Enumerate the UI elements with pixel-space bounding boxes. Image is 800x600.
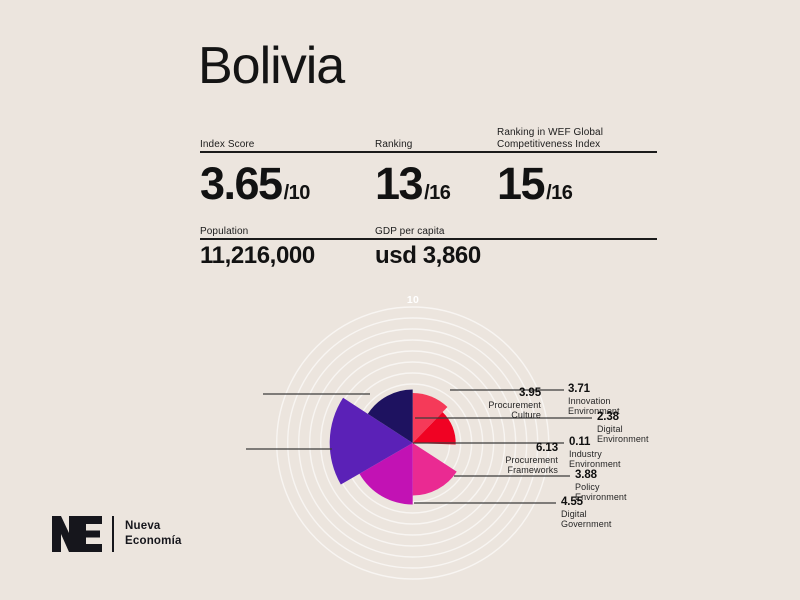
stat-value: 3.65 /10 [200,158,310,210]
wedge-name-line: Digital [597,423,623,434]
wedge-name-line: Environment [568,405,620,416]
stat-label: Population [200,225,249,237]
wedge-value: 0.11 [569,436,591,448]
chart-label-policy-environment: 3.88 Policy Environment [575,469,627,502]
stat-value: 13 /16 [375,158,451,210]
wedge-procurement-frameworks [329,397,413,485]
wedge-digital-government [359,443,413,505]
radial-axis-max-label: 10 [406,294,420,306]
wedge-name-line: Frameworks [507,464,558,475]
page-title: Bolivia [198,37,345,95]
grid-ring [375,405,451,481]
stats-row-2-rule [200,238,657,240]
grid-ring [320,350,506,536]
nueva-economia-logo: Nueva Economía [52,516,182,552]
chart-label-procurement-frameworks: 6.13 Procurement Frameworks [505,442,558,475]
wedge-name-line: Procurement [505,454,558,465]
grid-ring [298,328,528,558]
stats-row-1-rule [200,151,657,153]
wedge-name-line: Policy [575,481,600,492]
wedge-name-line: Industry [569,448,602,459]
wedge-name-line: Digital [561,508,587,519]
stat-label: Index Score [200,138,255,150]
wef-ranking-suffix: /16 [546,182,573,204]
stats-row-1: Index Score 3.65 /10 Ranking 13 /16 Rank… [200,127,657,209]
wedge-name-line: Environment [575,491,627,502]
gdp-value: usd 3,860 [375,242,481,269]
wedge-value: 4.55 [561,496,583,508]
ranking-suffix: /16 [424,182,451,204]
logo-divider [112,516,114,552]
chart-label-digital-environment: 2.38 Digital Environment [597,411,649,444]
wedge-industry-environment [412,443,415,444]
index-score-suffix: /10 [283,182,311,204]
stats-row-2: Population 11,216,000 GDP per capita usd… [200,222,657,270]
ranking-value: 13 [375,158,424,209]
stat-label: Ranking [375,138,413,150]
logo-wordmark: Nueva Economía [125,516,182,552]
wedge-procurement-culture [367,389,413,443]
grid-ring [309,339,517,547]
logo-name-line1: Nueva [125,520,161,532]
wedge-name-line: Procurement [488,399,541,410]
wedge-name-line: Environment [569,458,621,469]
wedge-value: 3.71 [568,383,590,395]
stat-value: 11,216,000 [200,242,315,270]
index-score-value: 3.65 [200,158,283,209]
wef-ranking-value: 15 [497,158,546,209]
chart-label-procurement-culture: 3.95 Procurement Culture [488,387,541,420]
grid-ring [353,383,473,503]
stat-label: Ranking in WEF Global Competitiveness In… [497,127,604,150]
wedge-name-line: Culture [511,409,541,420]
grid-ring [331,361,495,525]
wedge-policy-environment [412,443,457,496]
wedge-name-line: Environment [597,433,649,444]
wedge-name-line: Innovation [568,395,611,406]
population-value: 11,216,000 [200,242,315,269]
wedge-value: 3.95 [519,387,541,399]
grid-ring [342,372,484,514]
wedge-innovation-environment [412,393,448,443]
wedge-value: 6.13 [536,442,558,454]
wedge-name-line: Government [561,518,612,529]
stat-value: usd 3,860 [375,242,481,270]
logo-name-line2: Economía [125,534,182,547]
stat-label: GDP per capita [375,225,445,237]
wedge-value: 3.88 [575,469,597,481]
grid-ring [287,317,539,569]
chart-label-industry-environment: 0.11 Industry Environment [569,436,621,469]
chart-label-innovation-environment: 3.71 Innovation Environment [568,383,620,416]
chart-label-digital-government: 4.55 Digital Government [561,496,612,529]
stat-value: 15 /16 [497,158,573,210]
grid-ring [364,394,462,492]
wedge-value: 2.38 [597,411,619,423]
ne-monogram-icon [52,516,102,552]
wedge-digital-environment [412,412,456,445]
